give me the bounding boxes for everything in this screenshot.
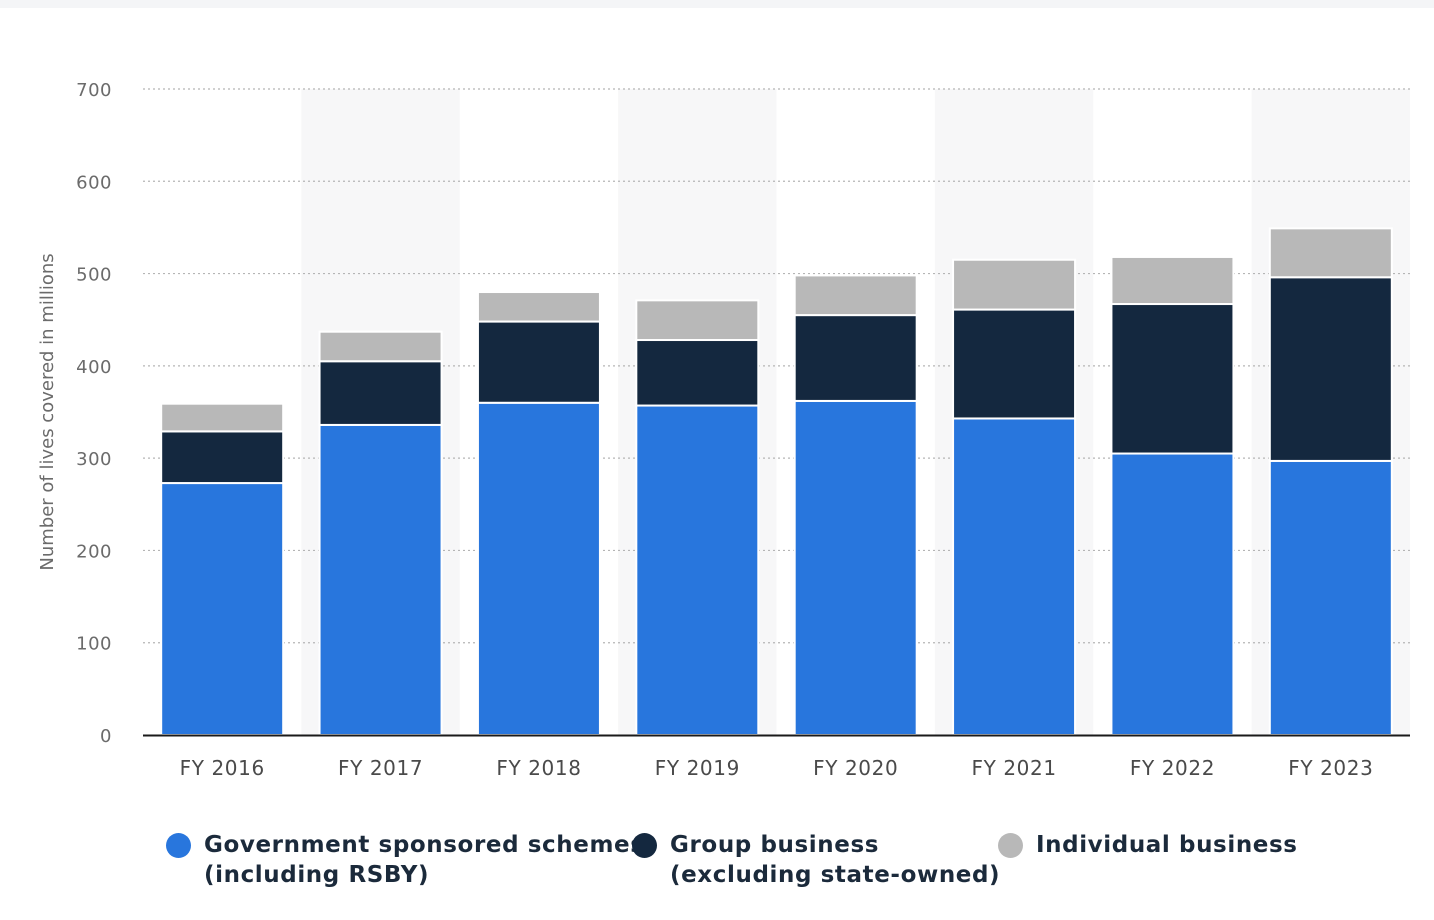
x-tick-label: FY 2017 xyxy=(338,756,423,780)
legend-label-line: Group business xyxy=(670,832,880,858)
legend-dot-group xyxy=(632,833,657,858)
y-axis-label: Number of lives covered in millions xyxy=(37,253,58,570)
y-tick-label: 300 xyxy=(76,449,112,470)
y-tick-label: 0 xyxy=(100,726,112,747)
legend-item-individual[interactable]: Individual business xyxy=(998,830,1298,860)
bar-segment-group[interactable] xyxy=(1110,303,1235,455)
x-tick-label: FY 2016 xyxy=(180,756,265,780)
bar-segment-group[interactable] xyxy=(952,308,1077,420)
legend-label-line: (including RSBY) xyxy=(204,862,430,888)
y-tick-label: 600 xyxy=(76,172,112,193)
legend-label-government: Government sponsored schemes (including … xyxy=(204,830,645,890)
x-tick-label: FY 2022 xyxy=(1130,756,1215,780)
bar-segment-government[interactable] xyxy=(160,482,285,736)
bar-segment-government[interactable] xyxy=(476,401,601,736)
bar-segment-government[interactable] xyxy=(318,423,443,736)
y-axis-ticks: 0 100 200 300 400 500 600 700 xyxy=(76,80,112,747)
bar-segment-individual[interactable] xyxy=(1110,255,1235,306)
legend-dot-government xyxy=(166,833,191,858)
legend-item-group[interactable]: Group business (excluding state-owned) xyxy=(632,830,1000,890)
bar-segment-individual[interactable] xyxy=(1268,227,1393,279)
y-tick-label: 400 xyxy=(76,357,112,378)
bar-segment-group[interactable] xyxy=(635,339,760,407)
y-tick-label: 500 xyxy=(76,265,112,286)
bar-segment-government[interactable] xyxy=(793,399,918,736)
bars xyxy=(160,227,1393,736)
legend-item-government[interactable]: Government sponsored schemes (including … xyxy=(166,830,645,890)
stacked-bar-chart: 0 100 200 300 400 500 600 700 Number of lives c… xyxy=(37,80,1410,780)
bar-segment-individual[interactable] xyxy=(318,330,443,363)
bar-segment-individual[interactable] xyxy=(952,258,1077,311)
x-tick-label: FY 2023 xyxy=(1288,756,1373,780)
x-tick-label: FY 2019 xyxy=(655,756,740,780)
legend-label-line: Government sponsored schemes xyxy=(204,832,645,858)
bar-segment-group[interactable] xyxy=(1268,276,1393,462)
legend-label-line: Individual business xyxy=(1036,832,1298,858)
bar-segment-group[interactable] xyxy=(476,320,601,404)
legend-label-individual: Individual business xyxy=(1036,830,1298,860)
y-tick-label: 100 xyxy=(76,634,112,655)
y-tick-label: 200 xyxy=(76,541,112,562)
bar-segment-government[interactable] xyxy=(635,404,760,736)
legend-dot-individual xyxy=(998,833,1023,858)
x-tick-label: FY 2020 xyxy=(813,756,898,780)
bar-segment-individual[interactable] xyxy=(160,402,285,433)
x-tick-label: FY 2018 xyxy=(496,756,581,780)
bar-segment-government[interactable] xyxy=(1110,452,1235,736)
bar-segment-individual[interactable] xyxy=(793,274,918,317)
legend-label-group: Group business (excluding state-owned) xyxy=(670,830,1000,890)
bar-segment-group[interactable] xyxy=(160,430,285,485)
legend: Government sponsored schemes (including … xyxy=(0,830,1434,900)
bar-segment-government[interactable] xyxy=(1268,459,1393,736)
bar-segment-group[interactable] xyxy=(793,314,918,402)
bar-segment-individual[interactable] xyxy=(476,291,601,323)
legend-label-line: (excluding state-owned) xyxy=(670,862,1001,888)
bar-segment-group[interactable] xyxy=(318,360,443,426)
x-axis-ticks: FY 2016 FY 2017 FY 2018 FY 2019 FY 2020 FY 20… xyxy=(180,756,1373,780)
bar-segment-individual[interactable] xyxy=(635,299,760,342)
y-tick-label: 700 xyxy=(76,80,112,101)
top-bar xyxy=(0,0,1434,8)
x-tick-label: FY 2021 xyxy=(971,756,1056,780)
bar-segment-government[interactable] xyxy=(952,417,1077,736)
